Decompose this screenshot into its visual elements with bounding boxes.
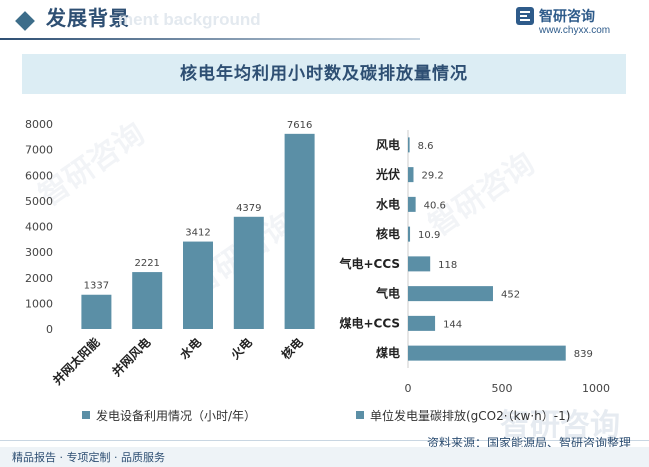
y-category-label: 风电 — [376, 137, 400, 152]
x-category-label: 火电 — [227, 335, 255, 363]
watermark: 智研咨询 — [500, 408, 620, 443]
bar-value-label: 40.6 — [424, 200, 446, 211]
section-ghost-subtitle: ment background — [118, 10, 261, 29]
bar — [132, 272, 163, 329]
bar — [408, 196, 416, 212]
footer-bar: 精品报告 · 专项定制 · 品质服务 — [0, 447, 649, 467]
footer-divider — [0, 440, 649, 441]
bar — [284, 133, 315, 329]
legend-swatch — [82, 411, 90, 419]
bar — [408, 167, 414, 183]
y-tick-label: 4000 — [25, 221, 53, 234]
source-note: 资料来源：国家能源局、智研咨询整理 — [426, 436, 631, 450]
bar-value-label: 2221 — [134, 258, 159, 269]
bar-value-label: 452 — [501, 290, 520, 301]
legend-label: 单位发电量碳排放(gCO2·（kw·h）-1) — [370, 408, 571, 423]
page-header: 发展背景 ment background 智研咨询 www.chyxx.com — [0, 0, 649, 46]
footer-tagline: 精品报告 · 专项定制 · 品质服务 — [12, 451, 165, 464]
legend-emission: 单位发电量碳排放(gCO2·（kw·h）-1) — [356, 407, 570, 423]
bar — [408, 315, 436, 331]
bar-value-label: 839 — [574, 349, 593, 360]
bar-value-label: 144 — [443, 319, 462, 330]
bar-value-label: 7616 — [287, 120, 312, 131]
y-category-label: 水电 — [376, 196, 400, 211]
y-category-label: 核电 — [376, 226, 400, 241]
bar-value-label: 118 — [438, 260, 457, 271]
chart-title: 核电年均利用小时数及碳排放量情况 — [180, 64, 468, 84]
chart-title-band: 核电年均利用小时数及碳排放量情况 — [22, 54, 626, 94]
y-category-label: 光伏 — [375, 167, 400, 182]
brand-logo-block: 智研咨询 www.chyxx.com — [515, 4, 635, 44]
y-tick-label: 5000 — [25, 195, 53, 208]
y-tick-label: 2000 — [25, 272, 53, 285]
x-tick-label: 1000 — [582, 382, 610, 395]
bar — [183, 241, 213, 329]
brand-logo-icon — [516, 7, 534, 25]
y-category-label: 煤电 — [376, 345, 400, 360]
y-tick-label: 1000 — [25, 297, 53, 310]
bar — [81, 294, 112, 329]
x-tick-label: 500 — [492, 382, 513, 395]
bar — [408, 226, 411, 242]
bar-value-label: 3412 — [185, 228, 210, 239]
bar-value-label: 29.2 — [421, 171, 443, 182]
y-tick-label: 3000 — [25, 246, 53, 259]
header-divider — [0, 38, 420, 40]
y-tick-label: 7000 — [25, 144, 53, 157]
bar — [233, 216, 264, 329]
y-tick-label: 8000 — [25, 118, 53, 131]
y-tick-label: 0 — [46, 323, 53, 336]
x-category-label: 并网太阳能 — [49, 335, 102, 388]
bar-value-label: 8.6 — [418, 141, 434, 152]
bar — [408, 345, 566, 361]
x-category-label: 并网风电 — [109, 335, 154, 380]
bar-value-label: 4379 — [236, 203, 261, 214]
legend-utilization: 发电设备利用情况（小时/年） — [82, 407, 256, 423]
x-tick-label: 0 — [405, 382, 412, 395]
x-category-label: 水电 — [177, 335, 205, 363]
y-category-label: 气电 — [375, 286, 400, 301]
legend-label: 发电设备利用情况（小时/年） — [96, 408, 257, 423]
bar — [408, 286, 493, 302]
bar — [408, 137, 410, 153]
bar-value-label: 10.9 — [418, 230, 440, 241]
section-title: 发展背景 — [46, 6, 130, 30]
y-tick-label: 6000 — [25, 169, 53, 182]
bar-value-label: 1337 — [84, 281, 109, 292]
x-category-label: 核电 — [278, 335, 306, 363]
emission-bar-chart: 风电 8.6 光伏 29.2 水电 40.6 核电 10.9 气电+CCS 118 气电 452 煤电+… — [338, 130, 610, 395]
y-category-label: 气电+CCS — [338, 256, 400, 271]
brand-url: www.chyxx.com — [539, 25, 611, 36]
legend-swatch — [356, 411, 364, 419]
y-category-label: 煤电+CCS — [339, 315, 400, 330]
utilization-bar-chart: 0 1000 2000 3000 4000 5000 6000 7000 8000 1337 并网太… — [25, 118, 315, 388]
bar — [408, 256, 431, 272]
brand-name: 智研咨询 — [539, 9, 595, 25]
